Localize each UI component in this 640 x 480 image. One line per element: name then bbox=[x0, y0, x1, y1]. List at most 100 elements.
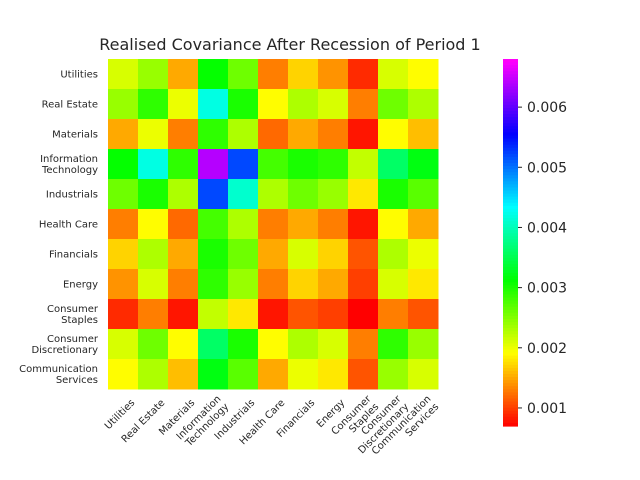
colorbar-segment bbox=[503, 410, 518, 415]
heatmap-cell bbox=[318, 179, 349, 210]
colorbar-segment bbox=[503, 92, 518, 97]
heatmap-cell bbox=[318, 239, 349, 270]
colorbar-segment bbox=[503, 86, 518, 91]
colorbar-segment bbox=[503, 322, 518, 326]
heatmap-cell bbox=[168, 239, 199, 270]
colorbar-segment bbox=[503, 416, 518, 421]
colorbar-segment bbox=[503, 349, 518, 354]
colorbar-segment bbox=[503, 352, 518, 357]
heatmap-cells bbox=[108, 59, 439, 390]
colorbar-segment bbox=[503, 135, 518, 140]
heatmap-cell bbox=[288, 209, 319, 240]
heatmap-cell bbox=[138, 59, 169, 90]
colorbar-segment bbox=[503, 80, 518, 85]
colorbar-segment bbox=[503, 193, 518, 198]
colorbar-segment bbox=[503, 291, 518, 296]
colorbar-segment bbox=[503, 98, 518, 103]
colorbar-segment bbox=[503, 389, 518, 393]
colorbar-segment bbox=[503, 89, 518, 94]
colorbar-segment bbox=[503, 156, 518, 161]
colorbar-segment bbox=[503, 413, 518, 418]
heatmap-cell bbox=[288, 89, 319, 120]
heatmap-cell bbox=[108, 329, 139, 360]
heatmap-cell bbox=[378, 179, 409, 210]
colorbar-segment bbox=[503, 279, 518, 283]
heatmap-cell bbox=[348, 209, 379, 240]
colorbar-segment bbox=[503, 419, 518, 424]
colorbar-segment bbox=[503, 285, 518, 289]
colorbar-segment bbox=[503, 129, 518, 133]
heatmap-cell bbox=[288, 269, 319, 300]
chart-title: Realised Covariance After Recession of P… bbox=[99, 35, 480, 54]
heatmap-cell bbox=[378, 119, 409, 150]
row-tick-label: Materials bbox=[52, 130, 98, 141]
colorbar-segment bbox=[503, 273, 518, 277]
colorbar-segment bbox=[503, 337, 518, 341]
colorbar-segment bbox=[503, 175, 518, 179]
heatmap-cell bbox=[288, 329, 319, 360]
heatmap-cell bbox=[198, 149, 229, 180]
heatmap-cell bbox=[108, 179, 139, 210]
colorbar-tick-label: 0.003 bbox=[527, 281, 567, 297]
heatmap-cell bbox=[348, 59, 379, 90]
heatmap-cell bbox=[378, 209, 409, 240]
heatmap-cell bbox=[378, 269, 409, 300]
colorbar-segment bbox=[503, 104, 518, 109]
colorbar-segment bbox=[503, 370, 518, 375]
heatmap-cell bbox=[318, 119, 349, 150]
heatmap-cell bbox=[378, 149, 409, 180]
colorbar-segment bbox=[503, 309, 518, 314]
heatmap-cell bbox=[168, 119, 199, 150]
colorbar-segment bbox=[503, 199, 518, 204]
heatmap-cell bbox=[228, 59, 259, 90]
heatmap-cell bbox=[258, 269, 289, 300]
heatmap-cell bbox=[408, 59, 439, 90]
colorbar-segment bbox=[503, 65, 518, 69]
heatmap-cell bbox=[408, 179, 439, 210]
colorbar-segment bbox=[503, 147, 518, 152]
colorbar-segment bbox=[503, 236, 518, 241]
colorbar-segment bbox=[503, 377, 518, 381]
heatmap-cell bbox=[228, 269, 259, 300]
colorbar-segment bbox=[503, 239, 518, 244]
colorbar-segment bbox=[503, 107, 518, 112]
heatmap-cell bbox=[138, 119, 169, 150]
row-tick-label: Health Care bbox=[39, 220, 98, 231]
heatmap-cell bbox=[318, 299, 349, 330]
heatmap-cell bbox=[258, 149, 289, 180]
row-tick-label: Real Estate bbox=[42, 100, 98, 111]
colorbar-segment bbox=[503, 110, 518, 115]
heatmap-cell bbox=[168, 359, 199, 390]
heatmap-cell bbox=[258, 179, 289, 210]
colorbar-segment bbox=[503, 257, 518, 262]
column-tick-label: InformationTechnology bbox=[175, 394, 232, 451]
heatmap-cell bbox=[168, 209, 199, 240]
colorbar-segment bbox=[503, 331, 518, 335]
colorbar-segment bbox=[503, 153, 518, 158]
heatmap-cell bbox=[348, 269, 379, 300]
heatmap-cell bbox=[318, 329, 349, 360]
heatmap-cell bbox=[318, 359, 349, 390]
row-tick-label: Communication Services bbox=[19, 364, 98, 386]
row-labels: Utilities Real Estate Materials Information… bbox=[19, 70, 99, 387]
heatmap-cell bbox=[408, 359, 439, 390]
colorbar-segment bbox=[503, 166, 518, 170]
heatmap-cell bbox=[348, 119, 379, 150]
colorbar-segment bbox=[503, 178, 518, 182]
colorbar: 0.001 0.002 0.003 0.004 0.005 0.006 bbox=[503, 59, 567, 427]
heatmap-cell bbox=[138, 149, 169, 180]
colorbar-segment bbox=[503, 315, 518, 320]
heatmap-cell bbox=[288, 239, 319, 270]
heatmap-cell bbox=[378, 359, 409, 390]
heatmap-cell bbox=[318, 59, 349, 90]
heatmap-cell bbox=[198, 299, 229, 330]
colorbar-segment bbox=[503, 374, 518, 378]
heatmap-cell bbox=[408, 239, 439, 270]
heatmap-cell bbox=[288, 299, 319, 330]
heatmap-cell bbox=[228, 89, 259, 120]
colorbar-segment bbox=[503, 187, 518, 192]
heatmap-cell bbox=[378, 329, 409, 360]
colorbar-segment bbox=[503, 300, 518, 305]
heatmap-cell bbox=[108, 89, 139, 120]
heatmap-cell bbox=[108, 299, 139, 330]
